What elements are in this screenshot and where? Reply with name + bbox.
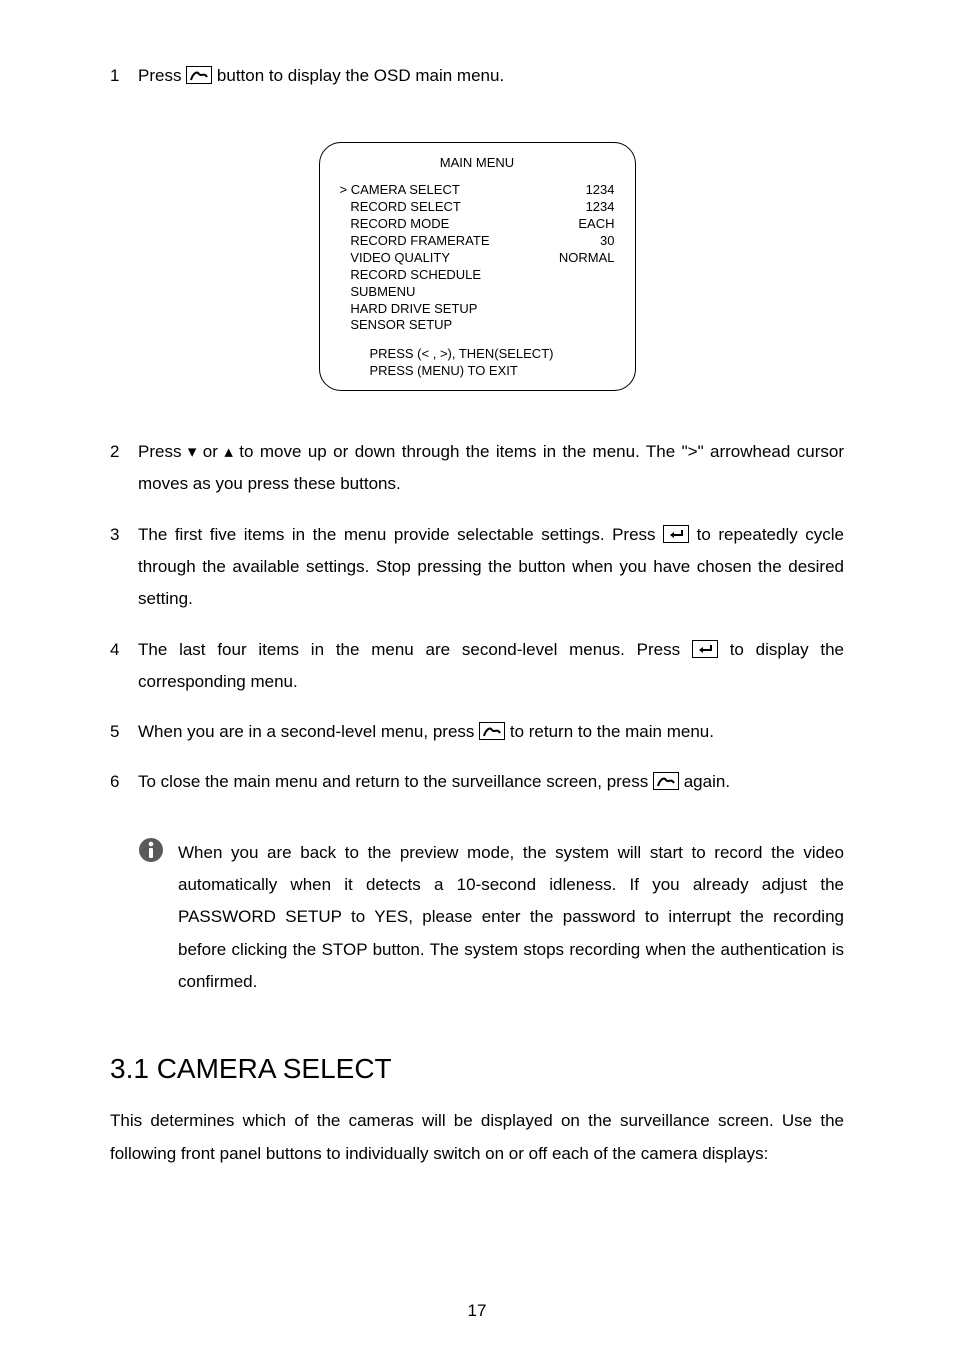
menu-foot-1: PRESS (< , >), THEN(SELECT) xyxy=(370,346,615,363)
step-6-post: again. xyxy=(679,772,730,791)
menu-row-label: RECORD MODE xyxy=(340,216,450,233)
step-5-pre: When you are in a second-level menu, pre… xyxy=(138,722,479,741)
menu-row: VIDEO QUALITY NORMAL xyxy=(340,250,615,267)
menu-row-label: RECORD FRAMERATE xyxy=(340,233,490,250)
menu-row: HARD DRIVE SETUP xyxy=(340,301,615,318)
step-3-num: 3 xyxy=(110,519,119,551)
step-3-pre: The first five items in the menu provide… xyxy=(138,525,663,544)
step-2-text: Press ▾ or ▴ to move up or down through … xyxy=(138,442,844,493)
menu-icon xyxy=(479,722,505,740)
menu-foot-2: PRESS (MENU) TO EXIT xyxy=(370,363,615,380)
page-number: 17 xyxy=(0,1301,954,1321)
step-2: 2 Press ▾ or ▴ to move up or down throug… xyxy=(110,436,844,501)
step-5-post: to return to the main menu. xyxy=(505,722,714,741)
menu-row-label: RECORD SELECT xyxy=(340,199,461,216)
step-3: 3 The first five items in the menu provi… xyxy=(110,519,844,616)
page: 1 Press button to display the OSD main m… xyxy=(0,0,954,1351)
menu-row-value: 1234 xyxy=(586,199,615,216)
step-4-pre: The last four items in the menu are seco… xyxy=(138,640,692,659)
menu-icon xyxy=(653,772,679,790)
menu-rows: > CAMERA SELECT 1234 RECORD SELECT 1234 RE… xyxy=(340,182,615,334)
step-2-num: 2 xyxy=(110,436,119,468)
menu-row-value: 30 xyxy=(600,233,614,250)
section-body: This determines which of the cameras wil… xyxy=(110,1105,844,1170)
step-1: 1 Press button to display the OSD main m… xyxy=(110,60,844,92)
step-6: 6 To close the main menu and return to t… xyxy=(110,766,844,798)
step-4: 4 The last four items in the menu are se… xyxy=(110,634,844,699)
step-1-pre: Press xyxy=(138,66,186,85)
menu-row: RECORD SCHEDULE xyxy=(340,267,615,284)
menu-row-label: > CAMERA SELECT xyxy=(340,182,460,199)
step-1-num: 1 xyxy=(110,60,119,92)
enter-icon xyxy=(692,640,718,658)
step-5-num: 5 xyxy=(110,716,119,748)
menu-row-label: SENSOR SETUP xyxy=(340,317,453,334)
menu-row-value: EACH xyxy=(578,216,614,233)
menu-row: RECORD MODE EACH xyxy=(340,216,615,233)
step-6-pre: To close the main menu and return to the… xyxy=(138,772,653,791)
section-heading: 3.1 CAMERA SELECT xyxy=(110,1053,844,1085)
menu-box-wrap: MAIN MENU > CAMERA SELECT 1234 RECORD SEL… xyxy=(110,142,844,391)
menu-row-label: SUBMENU xyxy=(340,284,416,301)
step-1-post: button to display the OSD main menu. xyxy=(212,66,504,85)
info-text: When you are back to the preview mode, t… xyxy=(178,837,844,998)
menu-row: RECORD SELECT 1234 xyxy=(340,199,615,216)
menu-row: SENSOR SETUP xyxy=(340,317,615,334)
menu-row: > CAMERA SELECT 1234 xyxy=(340,182,615,199)
info-icon xyxy=(138,837,164,998)
menu-row: SUBMENU xyxy=(340,284,615,301)
menu-row-value: 1234 xyxy=(586,182,615,199)
menu-row-value: NORMAL xyxy=(559,250,615,267)
menu-row-label: VIDEO QUALITY xyxy=(340,250,451,267)
menu-title: MAIN MENU xyxy=(340,155,615,170)
step-4-num: 4 xyxy=(110,634,119,666)
menu-row-label: HARD DRIVE SETUP xyxy=(340,301,478,318)
menu-foot: PRESS (< , >), THEN(SELECT) PRESS (MENU)… xyxy=(340,346,615,380)
menu-icon xyxy=(186,66,212,84)
step-6-num: 6 xyxy=(110,766,119,798)
step-5: 5 When you are in a second-level menu, p… xyxy=(110,716,844,748)
info-block: When you are back to the preview mode, t… xyxy=(110,837,844,998)
menu-row: RECORD FRAMERATE 30 xyxy=(340,233,615,250)
osd-menu-box: MAIN MENU > CAMERA SELECT 1234 RECORD SEL… xyxy=(319,142,636,391)
enter-icon xyxy=(663,525,689,543)
menu-row-label: RECORD SCHEDULE xyxy=(340,267,482,284)
